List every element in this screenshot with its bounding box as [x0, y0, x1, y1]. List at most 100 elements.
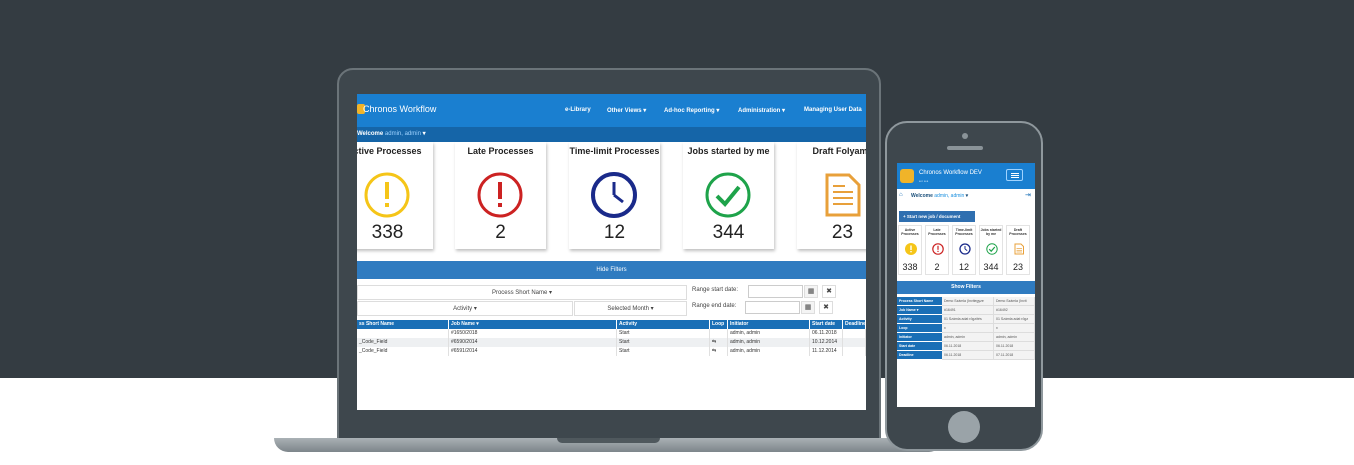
start-new-job-button[interactable]: + Start new job / document	[899, 211, 975, 222]
home-icon[interactable]: ⌂	[899, 192, 903, 198]
phone-camera	[962, 133, 968, 139]
table-cell[interactable]: #1650/2018	[449, 329, 617, 338]
language-flag-dropdown[interactable]: ▾	[422, 131, 426, 137]
column-header-initiator[interactable]: Initiator	[728, 320, 810, 329]
nav-managing-user-data[interactable]: Managing User Data	[804, 107, 862, 113]
chronos-logo-icon	[357, 104, 365, 114]
language-flag-dropdown[interactable]: ▾	[965, 193, 969, 199]
card-late-processes[interactable]: Late Processes 2	[925, 225, 949, 275]
column-header-job-name[interactable]: Job Name ▾	[449, 320, 617, 329]
clear-start-date-icon[interactable]: ✖	[822, 285, 836, 298]
hide-filters-button[interactable]: Hide Filters	[357, 261, 866, 279]
card-active-processes[interactable]: Active Processes 338	[898, 225, 922, 275]
table-cell[interactable]: Start	[617, 338, 710, 347]
loop-icon[interactable]: ⇆	[710, 338, 728, 347]
activity-dropdown[interactable]: Activity ▾	[357, 301, 573, 316]
card-jobs-started-by-me[interactable]: Jobs started by me 344	[683, 142, 774, 249]
calendar-icon[interactable]: ▦	[804, 285, 818, 298]
show-filters-button[interactable]: Show Filters	[897, 281, 1035, 294]
selected-month-dropdown[interactable]: Selected Month ▾	[574, 301, 687, 316]
table-cell[interactable]: 11.12.2014	[810, 347, 843, 356]
table-cell[interactable]: #6590/2014	[449, 338, 617, 347]
column-header-deadline[interactable]: Deadline	[843, 320, 866, 329]
card-count: 23	[1012, 262, 1023, 272]
table-cell[interactable]: admin, admin	[728, 329, 810, 338]
nav-e-library[interactable]: e-Library	[565, 107, 591, 113]
welcome-bar: Welcome admin, admin ▾	[357, 127, 866, 142]
table-cell[interactable]: _Code_Field	[357, 338, 449, 347]
phone-screen: Chronos Workflow DEV a n a a ⌂ Welcome a…	[897, 163, 1035, 407]
check-icon	[705, 172, 751, 218]
table-cell[interactable]	[357, 329, 449, 338]
table-cell[interactable]: Start	[617, 347, 710, 356]
table-cell[interactable]: x	[942, 324, 994, 333]
nav-other-views[interactable]: Other Views ▾	[607, 108, 647, 114]
card-draft-processes[interactable]: Draft Folyama 23	[797, 142, 866, 249]
table-cell[interactable]	[843, 338, 866, 347]
user-name-link[interactable]: admin, admin	[934, 193, 965, 199]
table-cell[interactable]	[843, 329, 866, 338]
phone-home-button	[948, 411, 980, 443]
table-cell[interactable]: admin, admin	[942, 333, 994, 342]
card-title: Time-limit Processes	[955, 228, 973, 236]
card-count: 338	[902, 262, 918, 272]
table-cell[interactable]: 06.11.2018	[994, 342, 1035, 351]
row-label-process-short-name: Process Short Name	[897, 297, 942, 306]
table-cell[interactable]: admin, admin	[728, 347, 810, 356]
loop-icon[interactable]	[710, 329, 728, 338]
card-title: Time-limit Processes	[569, 146, 660, 156]
card-draft-processes[interactable]: Draft Processes 23	[1006, 225, 1030, 275]
card-late-processes[interactable]: Late Processes 2	[455, 142, 546, 249]
card-time-limit-processes[interactable]: Time-limit Processes 12	[569, 142, 660, 249]
table-cell[interactable]: admin, admin	[728, 338, 810, 347]
column-header-process-short-name[interactable]: ss Short Name	[357, 320, 449, 329]
range-end-input[interactable]	[745, 301, 800, 314]
table-cell[interactable]: 07.11.2018	[994, 351, 1035, 360]
table-cell[interactable]: 01 Számla adat rögz	[994, 315, 1035, 324]
table-cell[interactable]: Start	[617, 329, 710, 338]
logout-icon[interactable]: ⇥	[1025, 192, 1031, 199]
nav-administration[interactable]: Administration ▾	[738, 108, 786, 114]
row-label-activity: Activity	[897, 315, 942, 324]
column-header-loop[interactable]: Loop	[710, 320, 728, 329]
card-count: 12	[958, 262, 969, 272]
range-start-input[interactable]	[748, 285, 803, 298]
warning-icon	[364, 172, 410, 218]
row-label-job-name[interactable]: Job Name ▾	[897, 306, 942, 315]
clear-end-date-icon[interactable]: ✖	[819, 301, 833, 314]
card-count: 12	[603, 222, 626, 243]
table-cell[interactable]: _Code_Field	[357, 347, 449, 356]
card-title: ctive Processes	[357, 146, 422, 156]
table-cell[interactable]: 06.11.2018	[810, 329, 843, 338]
table-cell[interactable]: 06.11.2018	[942, 342, 994, 351]
table-cell[interactable]: #16492	[994, 306, 1035, 315]
card-title: Late Processes	[467, 146, 534, 156]
table-cell[interactable]: x	[994, 324, 1035, 333]
top-navbar: Chronos Workflow e-Library Other Views ▾…	[357, 94, 866, 127]
card-jobs-started-by-me[interactable]: Jobs started by me 344	[979, 225, 1003, 275]
table-cell[interactable]: #6591/2014	[449, 347, 617, 356]
user-name-link[interactable]: admin, admin	[384, 131, 421, 137]
card-active-processes[interactable]: ctive Processes 338	[357, 142, 433, 249]
card-count: 344	[712, 222, 745, 243]
brand-title[interactable]: Chronos Workflow DEV	[919, 170, 982, 176]
column-header-start-date[interactable]: Start date	[810, 320, 843, 329]
loop-icon[interactable]: ⇆	[710, 347, 728, 356]
brand-title[interactable]: Chronos Workflow	[363, 104, 437, 114]
table-cell[interactable]: admin, admin	[994, 333, 1035, 342]
table-cell[interactable]: 10.12.2014	[810, 338, 843, 347]
nav-adhoc-reporting[interactable]: Ad-hoc Reporting ▾	[664, 108, 720, 114]
table-cell[interactable]: Demo Számla (Invitegyze	[942, 297, 994, 306]
hamburger-menu-icon[interactable]	[1006, 169, 1023, 181]
card-time-limit-processes[interactable]: Time-limit Processes 12	[952, 225, 976, 275]
column-header-activity[interactable]: Activity	[617, 320, 710, 329]
table-cell[interactable]	[843, 347, 866, 356]
table-cell[interactable]: #16491	[942, 306, 994, 315]
table-cell[interactable]: 01 Számla adat rögzítés	[942, 315, 994, 324]
calendar-icon[interactable]: ▦	[801, 301, 815, 314]
welcome-text: Welcome admin, admin ▾	[357, 130, 426, 137]
process-short-name-dropdown[interactable]: Process Short Name ▾	[357, 285, 687, 300]
row-label-deadline: Deadline	[897, 351, 942, 360]
table-cell[interactable]: 06.11.2018	[942, 351, 994, 360]
table-cell[interactable]: Demo Számla (Invit	[994, 297, 1035, 306]
